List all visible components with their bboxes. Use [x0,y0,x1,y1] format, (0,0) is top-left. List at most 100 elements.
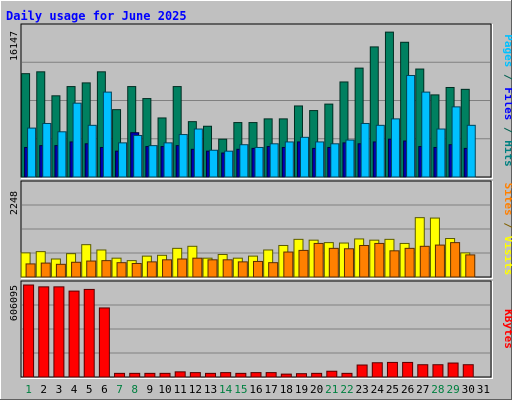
bar-kbytes-day-9 [144,372,156,378]
bar-sites-day-15 [237,261,248,278]
bar-sites-day-7 [116,262,127,278]
bar-kbytes-day-7 [114,372,126,378]
bar-sites-day-12 [192,257,203,278]
bar-pages-day-27 [421,91,431,178]
bar-sites-day-27 [419,245,430,278]
bar-sites-day-2 [40,262,51,278]
x-tick-label: 31 [477,383,490,396]
bar-sites-day-1 [25,263,36,278]
bar-sites-day-8 [131,262,142,278]
bar-kbytes-day-4 [68,290,80,378]
bar-sites-day-9 [146,261,157,278]
series-label-part: Hits [502,140,512,167]
bar-sites-day-18 [283,251,294,278]
bar-pages-day-6 [102,91,112,178]
x-tick-label: 9 [147,383,154,396]
bar-pages-day-17 [269,143,279,178]
x-tick-label: 14 [219,383,233,396]
bar-kbytes-day-2 [38,286,50,378]
x-tick-label: 3 [56,383,63,396]
x-tick-label: 25 [386,383,399,396]
bar-sites-day-26 [404,247,415,278]
series-label-kbytes: KBytes [502,309,512,349]
x-tick-label: 27 [416,383,429,396]
bar-sites-day-3 [55,263,66,278]
bar-pages-day-28 [436,128,446,178]
series-label-part: Pages [502,34,512,67]
bar-sites-day-24 [374,242,385,278]
x-tick-label: 16 [249,383,262,396]
bar-sites-day-29 [450,242,461,278]
x-tick-label: 19 [295,383,308,396]
x-tick-label: 10 [158,383,171,396]
bar-sites-day-23 [359,244,370,278]
bar-sites-day-20 [313,242,324,278]
bar-kbytes-day-15 [235,372,247,378]
bar-sites-day-28 [434,244,445,278]
bar-kbytes-day-26 [402,361,414,378]
bar-pages-day-11 [178,134,188,178]
bar-pages-day-2 [42,122,52,178]
bar-kbytes-day-14 [220,372,232,378]
x-tick-label: 22 [340,383,353,396]
panel-hits: 16147 Pages / Files / Hits [9,23,512,179]
series-sites [25,242,476,278]
bar-pages-day-18 [284,141,294,178]
bar-pages-day-5 [87,124,97,178]
series-label-part: Sites [502,183,512,216]
series-pages [27,74,476,178]
bar-kbytes-day-18 [280,373,292,378]
bar-kbytes-day-27 [417,364,429,378]
bar-kbytes-day-29 [447,362,459,378]
bar-kbytes-day-21 [326,370,338,378]
series-label-part: Files [502,87,512,120]
x-axis-labels: 1 2 3 4 5 6 7 8 9 10 11 12 13 14 15 16 17 18 19 20 21 22 23 24 2… [25,383,490,396]
bar-pages-day-7 [118,142,128,178]
bar-pages-day-20 [315,141,325,178]
bar-kbytes-day-24 [371,362,383,378]
x-tick-label: 20 [310,383,323,396]
x-tick-label: 21 [325,383,338,396]
bar-sites-day-22 [343,248,354,278]
bar-pages-day-24 [375,124,385,178]
x-tick-label: 28 [431,383,444,396]
bar-kbytes-day-23 [356,364,368,378]
bar-pages-day-15 [239,144,249,178]
bar-sites-day-5 [86,260,97,278]
bar-kbytes-day-11 [174,371,186,378]
series-label-part: / [502,67,512,87]
y-tick-label-kbytes: 606095 [9,285,20,321]
bar-pages-day-14 [224,150,234,178]
bar-pages-day-30 [466,124,476,178]
bar-kbytes-day-10 [159,372,171,378]
series-label-part: KBytes [502,309,512,349]
bar-kbytes-day-30 [462,364,474,378]
bar-pages-day-29 [451,106,461,178]
bar-pages-day-16 [254,146,264,178]
x-tick-label: 26 [401,383,414,396]
y-tick-label-visits: 2248 [9,191,20,215]
bar-pages-day-9 [148,145,158,178]
bar-kbytes-day-13 [205,372,217,378]
panel-visits: 2248 Sites / Visits [9,180,512,279]
panel-kbytes: 606095 KBytes [9,280,512,379]
bar-pages-day-23 [360,122,370,178]
x-tick-label: 8 [131,383,138,396]
series-label-part: Visits [502,236,512,276]
bar-pages-day-19 [299,136,309,178]
x-tick-label: 6 [101,383,108,396]
x-tick-label: 5 [86,383,93,396]
bar-pages-day-8 [133,134,143,178]
bar-sites-day-14 [222,259,233,278]
bar-pages-day-21 [330,143,340,178]
bar-kbytes-day-17 [265,372,277,378]
bar-kbytes-day-1 [23,284,35,378]
bar-pages-day-4 [72,102,82,178]
bar-sites-day-11 [177,258,188,278]
x-tick-label: 1 [25,383,32,396]
series-label-visits: Sites / Visits [502,183,512,276]
bar-pages-day-12 [193,128,203,178]
bar-kbytes-day-25 [386,361,398,378]
x-tick-label: 7 [116,383,123,396]
